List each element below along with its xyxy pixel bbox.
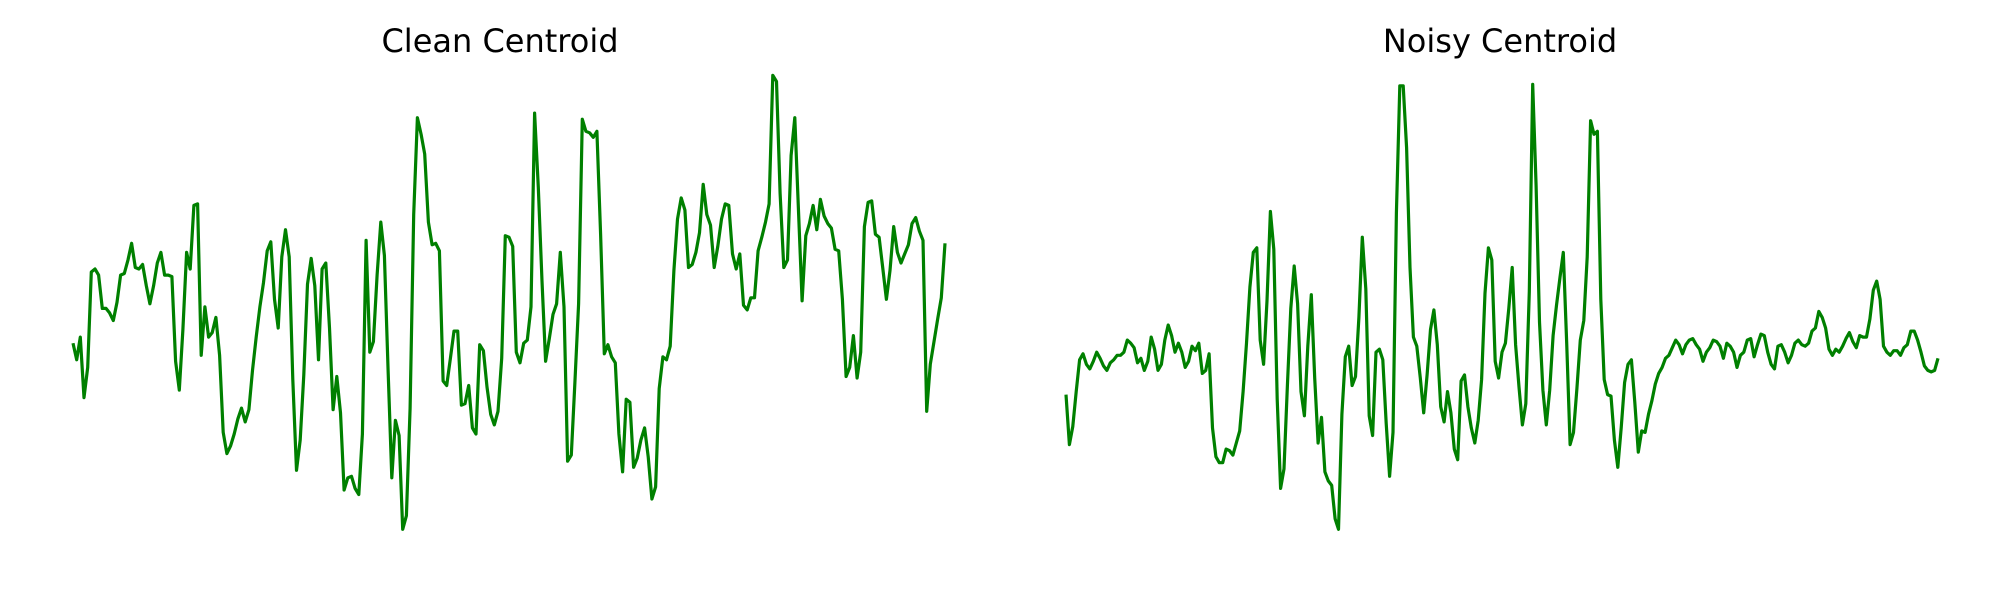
series-line bbox=[1064, 82, 1940, 531]
series-line bbox=[71, 73, 947, 531]
chart-title: Clean Centroid bbox=[381, 22, 619, 60]
clean-centroid-panel: Clean Centroid bbox=[71, 22, 947, 531]
noisy-centroid-panel: Noisy Centroid bbox=[1000, 0, 2000, 600]
noisy-centroid-chart bbox=[1064, 82, 1940, 531]
chart-title: Noisy Centroid bbox=[1382, 22, 1618, 60]
clean-centroid-chart bbox=[71, 73, 947, 531]
